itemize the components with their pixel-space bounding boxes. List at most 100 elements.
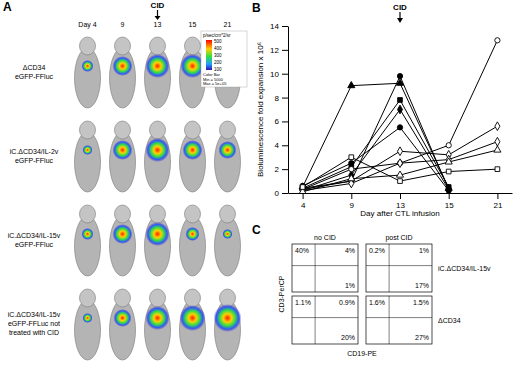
y-tick: 4 <box>275 141 288 150</box>
data-point <box>397 125 402 130</box>
data-point <box>398 98 403 103</box>
row-label: ΔCD34eGFP-FFluc <box>15 64 54 80</box>
y-tick-mark <box>282 193 288 194</box>
mouse-image <box>110 289 136 360</box>
y-tick-label: 0 <box>275 189 280 198</box>
quadrant-percent: 40% <box>295 247 309 254</box>
signal-blob <box>83 313 93 323</box>
data-point <box>348 175 355 181</box>
day-label: 13 <box>154 21 162 28</box>
day-label: 9 <box>121 21 125 28</box>
flow-plot: 1.1%0.9%20% <box>292 296 358 344</box>
quadrant-line <box>389 244 390 292</box>
mouse-head <box>150 289 166 307</box>
mouse-image <box>215 205 241 276</box>
quadrant-line <box>315 296 316 344</box>
mouse-image <box>145 289 171 360</box>
plot-frame <box>366 296 432 344</box>
data-point <box>397 73 402 78</box>
x-tick-mark <box>449 193 450 199</box>
mouse-image <box>180 205 206 276</box>
color-bar-tick: 500 <box>214 39 222 44</box>
y-axis-title: Bioluminescence fold expansion x 10⁶ <box>256 42 265 177</box>
mouse-body <box>180 300 206 360</box>
mouse-image <box>75 37 101 108</box>
data-point <box>349 155 354 160</box>
mouse-image <box>75 289 101 360</box>
color-bar-max: Max = 5e+05 <box>203 81 227 86</box>
y-tick-mark <box>282 50 288 51</box>
quadrant-percent: 4% <box>345 247 355 254</box>
mouse-image <box>145 37 171 108</box>
mouse-head <box>185 37 201 55</box>
data-point <box>349 161 354 166</box>
y-tick-label: 2 <box>275 165 280 174</box>
signal-blob <box>83 145 93 155</box>
signal-blob <box>113 56 133 76</box>
y-tick-mark <box>282 121 288 122</box>
row-label-line: treated with CID <box>9 329 59 336</box>
mouse-image <box>75 121 101 192</box>
mouse-head <box>185 121 201 139</box>
panel-a: ACIDDay 49131521ΔCD34eGFP-FFluciC.ΔCD34/… <box>3 0 247 360</box>
x-tick-mark <box>351 193 352 199</box>
mouse-head <box>150 37 166 55</box>
quadrant-percent: 1.5% <box>413 299 429 306</box>
x-tick-label: 21 <box>493 201 502 210</box>
flow-plot: 0.2%1%17% <box>366 244 432 292</box>
series-line <box>303 40 498 189</box>
color-bar-tick: 200 <box>214 60 222 65</box>
mouse-body <box>215 132 241 192</box>
signal-blob <box>146 138 170 162</box>
color-bar-tick: 400 <box>214 46 222 51</box>
mouse-head <box>150 121 166 139</box>
panel-label: C <box>252 223 261 237</box>
data-point <box>397 105 402 114</box>
color-bar-gradient <box>206 40 212 70</box>
mouse-head <box>185 289 201 307</box>
data-point <box>495 38 500 43</box>
series-line <box>303 127 449 190</box>
quadrant-percent: 1.6% <box>369 299 385 306</box>
mouse-image <box>215 121 241 192</box>
column-label: post CID <box>385 234 412 242</box>
mouse-image <box>145 121 171 192</box>
mouse-body <box>145 216 171 276</box>
data-point <box>398 179 403 184</box>
mouse-image <box>180 289 206 360</box>
data-point <box>397 147 402 156</box>
row-label: iC.ΔCD34/IL-2veGFP-FFluc <box>10 148 59 164</box>
signal-blob <box>180 305 206 331</box>
signal-blob <box>113 224 133 244</box>
day-label: 21 <box>224 21 232 28</box>
plot-area <box>299 38 501 193</box>
mouse-head <box>185 205 201 223</box>
plot-frame <box>366 244 432 292</box>
y-tick-mark <box>282 145 288 146</box>
quadrant-line <box>292 317 358 318</box>
row-label-line: eGFP-FFluc <box>15 241 54 248</box>
mouse-head <box>115 205 131 223</box>
series-line <box>303 83 449 188</box>
signal-blob <box>146 222 170 246</box>
panel-c: Cno CIDpost CIDiC.ΔCD34/IL-15vΔCD34CD3-P… <box>252 223 491 357</box>
series-line <box>303 157 498 187</box>
mouse-head <box>115 37 131 55</box>
x-tick: 15 <box>445 193 454 210</box>
mouse-body <box>145 48 171 108</box>
mouse-body <box>145 132 171 192</box>
data-point <box>446 143 451 148</box>
annotation-arrow-head <box>397 18 403 23</box>
x-axis: 49131521 <box>289 193 513 210</box>
series-line <box>303 110 449 191</box>
row-label-line: iC.ΔCD34/IL-15v <box>8 232 61 239</box>
mouse-image <box>110 205 136 276</box>
quadrant-percent: 0.9% <box>339 299 355 306</box>
mouse-body <box>110 300 136 360</box>
mouse-head <box>115 121 131 139</box>
y-axis-line <box>288 27 289 194</box>
x-tick: 13 <box>396 193 405 210</box>
color-bar-unit: p/sec/cm^2/sr <box>203 33 231 38</box>
quadrant-line <box>315 244 316 292</box>
signal-blob <box>214 304 242 332</box>
